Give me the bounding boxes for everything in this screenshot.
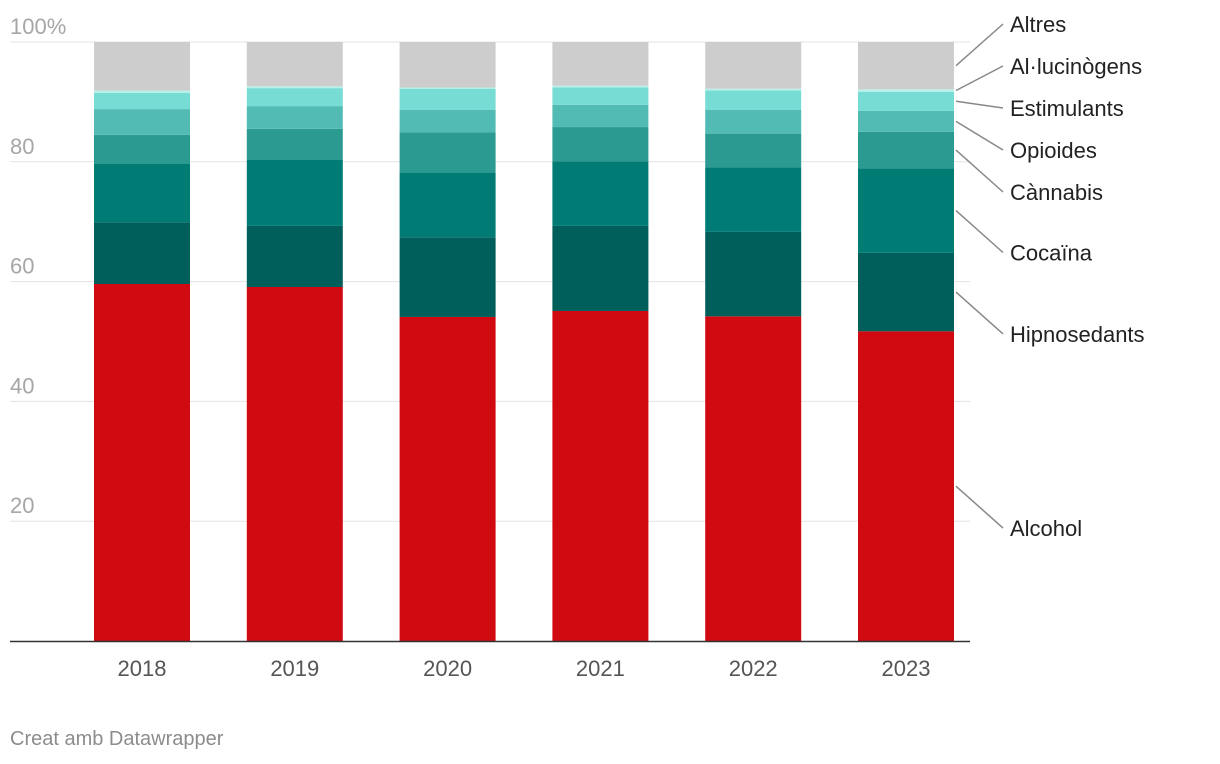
- bar-stack-2020: [399, 42, 496, 641]
- bar-segment-2020-2: [399, 172, 496, 238]
- bar-segment-2019-3: [246, 128, 343, 161]
- bar-segment-2022-4: [705, 109, 802, 134]
- bar-segment-2019-5: [246, 88, 343, 107]
- legend-label-7: Altres: [1010, 12, 1066, 37]
- legend-leader-1: [955, 291, 1004, 335]
- bar-segment-2021-0: [552, 310, 649, 641]
- bar-segment-2023-7: [858, 42, 954, 90]
- bar-segment-2019-4: [246, 106, 343, 129]
- legend-leader-2: [955, 210, 1004, 254]
- bar-segment-2020-1: [399, 237, 496, 317]
- bar-segment-2018-2: [94, 163, 190, 223]
- legend-label-6: Al·lucinògens: [1010, 54, 1142, 79]
- x-axis: 2018 2019 2020 2021 2022 2023: [10, 640, 970, 681]
- legend: Alcohol Hipnosedants Cocaïna Cànnabis Opioid…: [955, 12, 1145, 541]
- bar-segment-2018-7: [94, 42, 190, 91]
- legend-leader-7: [955, 23, 1004, 67]
- legend-label-5: Estimulants: [1010, 96, 1124, 121]
- bar-segment-2018-3: [94, 134, 190, 164]
- x-tick-label-2019: 2019: [270, 656, 319, 681]
- y-tick-label-60: 60: [10, 254, 34, 279]
- x-tick-label-2023: 2023: [882, 656, 931, 681]
- legend-leader-5: [955, 100, 1004, 109]
- x-tick-label-2021: 2021: [576, 656, 625, 681]
- x-tick-label-2020: 2020: [423, 656, 472, 681]
- bar-segment-2021-1: [552, 225, 649, 311]
- bar-segment-2019-1: [246, 225, 343, 287]
- bar-segment-2019-7: [246, 42, 343, 87]
- bar-segment-2023-0: [858, 331, 954, 641]
- bar-segment-2023-2: [858, 168, 954, 253]
- bar-segment-2021-5: [552, 87, 649, 105]
- y-axis-ticks: 20 40 60 80 100%: [10, 14, 66, 518]
- bar-segment-2020-3: [399, 132, 496, 173]
- bar-stack-2023: [858, 42, 954, 641]
- legend-label-2: Cocaïna: [1010, 240, 1093, 265]
- bar-segment-2022-5: [705, 90, 802, 110]
- y-tick-label-20: 20: [10, 493, 34, 518]
- bars: [94, 42, 954, 641]
- bar-segment-2021-2: [552, 161, 649, 226]
- bar-segment-2018-1: [94, 222, 190, 284]
- bar-stack-2018: [94, 42, 190, 641]
- x-tick-label-2022: 2022: [729, 656, 778, 681]
- legend-leader-3: [955, 149, 1004, 193]
- legend-label-4: Opioides: [1010, 138, 1097, 163]
- bar-segment-2018-6: [94, 90, 190, 93]
- bar-segment-2022-7: [705, 42, 802, 89]
- bar-segment-2022-3: [705, 133, 802, 168]
- y-tick-label-80: 80: [10, 134, 34, 159]
- legend-leader-0: [955, 485, 1004, 529]
- legend-leader-6: [955, 65, 1004, 92]
- bar-segment-2020-6: [399, 87, 496, 89]
- bar-segment-2019-0: [246, 286, 343, 641]
- legend-leader-4: [955, 120, 1004, 151]
- x-tick-label-2018: 2018: [118, 656, 167, 681]
- bar-segment-2021-4: [552, 104, 649, 128]
- bar-segment-2020-7: [399, 42, 496, 88]
- bar-segment-2022-0: [705, 316, 802, 641]
- legend-label-3: Cànnabis: [1010, 180, 1103, 205]
- credit-text: Creat amb Datawrapper: [10, 728, 224, 750]
- bar-segment-2021-7: [552, 42, 649, 86]
- bar-segment-2023-4: [858, 110, 954, 132]
- bar-segment-2020-5: [399, 88, 496, 110]
- bar-segment-2018-0: [94, 283, 190, 641]
- bar-segment-2022-1: [705, 231, 802, 317]
- bar-segment-2018-5: [94, 92, 190, 110]
- bar-stack-2022: [705, 42, 802, 641]
- y-tick-label-40: 40: [10, 373, 34, 398]
- legend-label-0: Alcohol: [1010, 516, 1082, 541]
- bar-segment-2019-6: [246, 86, 343, 89]
- y-tick-label-100: 100%: [10, 14, 66, 39]
- bar-segment-2021-3: [552, 127, 649, 162]
- bar-segment-2023-3: [858, 131, 954, 169]
- legend-label-1: Hipnosedants: [1010, 322, 1145, 347]
- bar-segment-2023-6: [858, 89, 954, 92]
- bar-segment-2020-0: [399, 316, 496, 641]
- bar-segment-2018-4: [94, 109, 190, 135]
- bar-segment-2019-2: [246, 160, 343, 226]
- bar-stack-2021: [552, 42, 649, 641]
- bar-segment-2022-6: [705, 88, 802, 91]
- bar-stack-2019: [246, 42, 343, 641]
- bar-segment-2020-4: [399, 109, 496, 133]
- bar-segment-2021-6: [552, 85, 649, 88]
- bar-segment-2023-5: [858, 91, 954, 111]
- bar-segment-2023-1: [858, 252, 954, 332]
- bar-segment-2022-2: [705, 167, 802, 232]
